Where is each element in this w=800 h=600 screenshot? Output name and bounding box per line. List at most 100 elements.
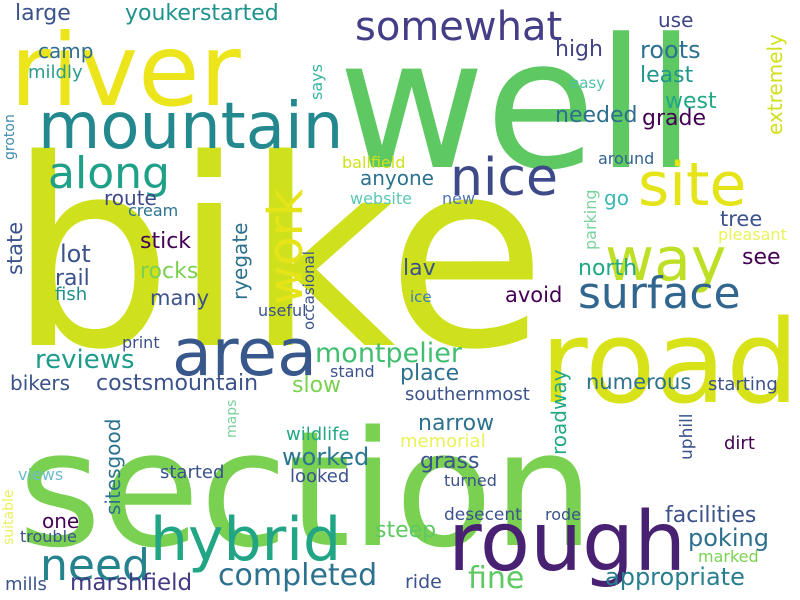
word-somewhat: somewhat bbox=[355, 4, 562, 50]
word-fish: fish bbox=[55, 284, 87, 305]
word-ice: ice bbox=[410, 288, 432, 306]
word-roots: roots bbox=[640, 36, 701, 64]
word-costsmountain: costsmountain bbox=[96, 371, 258, 396]
word-least: least bbox=[640, 63, 694, 88]
word-many: many bbox=[150, 286, 209, 310]
word-large: large bbox=[15, 1, 71, 26]
word-numerous: numerous bbox=[586, 370, 691, 394]
word-grass: grass bbox=[420, 449, 479, 474]
word-starting: starting bbox=[708, 374, 778, 395]
word-rocks: rocks bbox=[140, 259, 198, 284]
word-area: area bbox=[172, 316, 317, 391]
word-go: go bbox=[604, 186, 629, 210]
word-hybrid: hybrid bbox=[150, 505, 341, 575]
word-state: state bbox=[3, 222, 27, 275]
word-road: road bbox=[540, 296, 799, 430]
word-ballfield: ballfield bbox=[342, 153, 405, 172]
word-route: route bbox=[104, 186, 157, 210]
word-views: views bbox=[18, 465, 63, 484]
word-stick: stick bbox=[140, 229, 191, 254]
word-youkerstarted: youkerstarted bbox=[125, 1, 279, 26]
word-cream: cream bbox=[128, 201, 178, 220]
word-narrow: narrow bbox=[418, 411, 494, 436]
word-appropriate: appropriate bbox=[605, 563, 745, 591]
word-dirt: dirt bbox=[724, 433, 755, 454]
word-north: north bbox=[578, 256, 637, 281]
word-parking: parking bbox=[581, 189, 600, 250]
word-rail: rail bbox=[55, 266, 90, 291]
word-needed: needed bbox=[555, 103, 637, 128]
word-section: section bbox=[18, 396, 594, 583]
word-rough: rough bbox=[448, 495, 686, 590]
word-looked: looked bbox=[290, 466, 349, 487]
word-anyone: anyone bbox=[360, 166, 434, 190]
word-marked: marked bbox=[698, 547, 759, 566]
word-print: print bbox=[122, 333, 160, 352]
word-says: says bbox=[307, 64, 326, 100]
word-around: around bbox=[598, 149, 654, 168]
word-easy: easy bbox=[570, 74, 605, 92]
word-avoid: avoid bbox=[505, 283, 562, 307]
word-work: work bbox=[258, 189, 314, 305]
word-fine: fine bbox=[468, 561, 524, 596]
word-lot: lot bbox=[60, 240, 91, 268]
word-well: well bbox=[338, 1, 696, 210]
word-maps: maps bbox=[224, 400, 240, 438]
word-place: place bbox=[400, 361, 459, 386]
word-steep: steep bbox=[375, 518, 436, 543]
word-high: high bbox=[555, 37, 603, 62]
word-way: way bbox=[605, 225, 726, 295]
word-useful: useful bbox=[258, 301, 307, 320]
word-slow: slow bbox=[292, 373, 341, 398]
word-worked: worked bbox=[282, 443, 369, 471]
word-see: see bbox=[742, 245, 781, 270]
word-website: website bbox=[350, 189, 412, 208]
word-need: need bbox=[40, 540, 150, 591]
word-site: site bbox=[638, 150, 746, 220]
word-trouble: trouble bbox=[20, 527, 77, 546]
word-stand: stand bbox=[330, 362, 375, 381]
word-surface: surface bbox=[578, 268, 741, 319]
word-pleasant: pleasant bbox=[718, 225, 787, 244]
word-wildlife: wildlife bbox=[286, 424, 350, 445]
word-sitesgood: sitesgood bbox=[101, 419, 125, 515]
word-montpelier: montpelier bbox=[315, 338, 463, 369]
word-turned: turned bbox=[444, 471, 497, 490]
word-southernmost: southernmost bbox=[405, 384, 530, 405]
word-occasional: occasional bbox=[300, 251, 318, 330]
word-mills: mills bbox=[5, 574, 47, 595]
word-started: started bbox=[160, 462, 224, 483]
word-ryegate: ryegate bbox=[228, 223, 252, 300]
word-marshfield: marshfield bbox=[70, 570, 192, 596]
word-suitable: suitable bbox=[1, 489, 17, 545]
word-camp: camp bbox=[38, 39, 93, 63]
word-memorial: memorial bbox=[400, 431, 486, 452]
word-roadway: roadway bbox=[547, 369, 571, 455]
word-extremely: extremely bbox=[763, 34, 787, 135]
word-desecent: desecent bbox=[444, 505, 522, 525]
word-mountain: mountain bbox=[38, 90, 343, 164]
word-groton: groton bbox=[2, 114, 18, 160]
word-grade: grade bbox=[642, 106, 706, 131]
word-reviews: reviews bbox=[35, 345, 135, 375]
word-bikers: bikers bbox=[10, 371, 70, 395]
word-along: along bbox=[48, 148, 170, 199]
word-uphill: uphill bbox=[677, 413, 697, 460]
word-ride: ride bbox=[405, 571, 442, 593]
word-lav: lav bbox=[403, 256, 436, 281]
word-mildly: mildly bbox=[28, 62, 83, 83]
word-one: one bbox=[42, 509, 79, 533]
word-use: use bbox=[658, 8, 693, 32]
word-rode: rode bbox=[545, 505, 581, 524]
word-nice: nice bbox=[450, 148, 558, 208]
word-new: new bbox=[442, 189, 475, 208]
word-tree: tree bbox=[720, 207, 762, 231]
word-completed: completed bbox=[218, 558, 377, 593]
word-river: river bbox=[10, 12, 242, 129]
word-bike: bike bbox=[8, 105, 547, 407]
word-west: west bbox=[665, 89, 717, 114]
word-facilities: facilities bbox=[665, 503, 756, 528]
word-poking: poking bbox=[688, 524, 769, 552]
